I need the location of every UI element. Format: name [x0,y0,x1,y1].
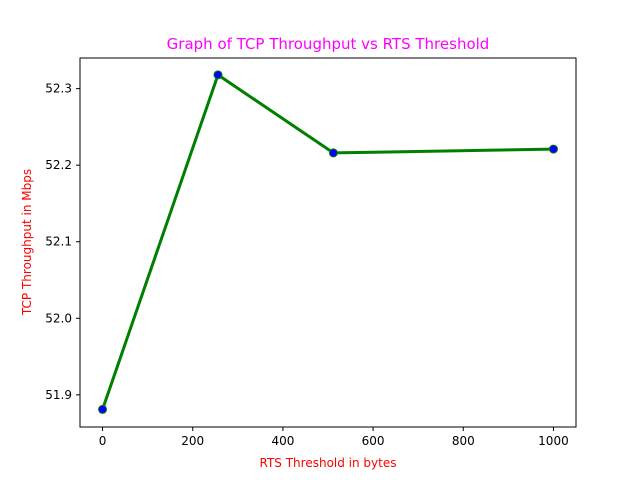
y-tick-label: 52.0 [45,311,72,325]
series-line [101,72,554,410]
y-axis-label: TCP Throughput in Mbps [20,169,34,316]
x-axis: 0 200 400 600 800 1000 [99,427,569,448]
x-tick-label: 200 [181,434,204,448]
data-point [328,148,338,158]
plot-area [79,57,577,428]
data-point [98,404,108,414]
x-tick-label: 600 [362,434,385,448]
x-tick-label: 1000 [538,434,569,448]
chart-title: Graph of TCP Throughput vs RTS Threshold [167,35,490,53]
y-tick-label: 51.9 [45,388,72,402]
x-tick-label: 0 [99,434,107,448]
data-point [548,144,558,154]
plot-frame [79,57,577,428]
x-axis-label: RTS Threshold in bytes [260,456,397,470]
data-point [213,70,223,80]
y-axis: 51.9 52.0 52.1 52.2 52.3 [45,82,80,402]
x-tick-label: 400 [271,434,294,448]
x-tick-label: 800 [452,434,475,448]
y-tick-label: 52.3 [45,82,72,96]
y-tick-label: 52.1 [45,235,72,249]
y-tick-label: 52.2 [45,158,72,172]
